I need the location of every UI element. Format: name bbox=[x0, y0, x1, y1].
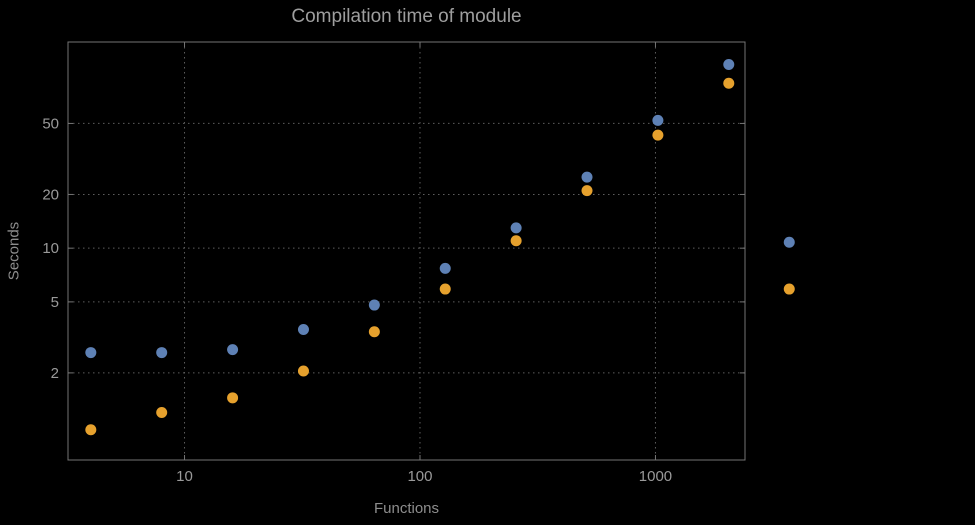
data-point-orange bbox=[297, 365, 309, 377]
plot-frame bbox=[67, 41, 746, 461]
data-point-orange bbox=[581, 185, 593, 197]
data-point-blue bbox=[368, 299, 380, 311]
data-point-orange bbox=[85, 424, 97, 436]
x-tick-label: 100 bbox=[407, 468, 432, 485]
data-point-blue bbox=[581, 171, 593, 183]
chart-title: Compilation time of module bbox=[291, 6, 522, 27]
x-axis-label: Functions bbox=[373, 500, 440, 517]
data-point-orange bbox=[652, 129, 664, 141]
data-point-blue bbox=[297, 324, 309, 336]
data-point-orange bbox=[439, 283, 451, 295]
y-tick-label: 50 bbox=[42, 115, 59, 132]
y-tick-label: 20 bbox=[42, 186, 59, 203]
data-point-blue bbox=[652, 114, 664, 126]
data-point-blue bbox=[510, 222, 522, 234]
data-point-blue bbox=[227, 344, 239, 356]
data-point-blue bbox=[783, 236, 795, 248]
data-point-orange bbox=[510, 235, 522, 247]
x-tick-label: 10 bbox=[176, 468, 193, 485]
data-point-orange bbox=[227, 392, 239, 404]
data-point-blue bbox=[723, 58, 735, 70]
y-tick-label: 10 bbox=[42, 240, 59, 257]
x-tick-label: 1000 bbox=[639, 468, 672, 485]
data-point-blue bbox=[85, 347, 97, 359]
data-point-orange bbox=[723, 77, 735, 89]
data-point-blue bbox=[439, 262, 451, 274]
data-point-orange bbox=[368, 326, 380, 338]
data-point-orange bbox=[783, 283, 795, 295]
data-point-orange bbox=[156, 406, 168, 418]
y-tick-label: 2 bbox=[51, 365, 59, 382]
data-point-blue bbox=[156, 347, 168, 359]
y-tick-label: 5 bbox=[51, 294, 59, 311]
